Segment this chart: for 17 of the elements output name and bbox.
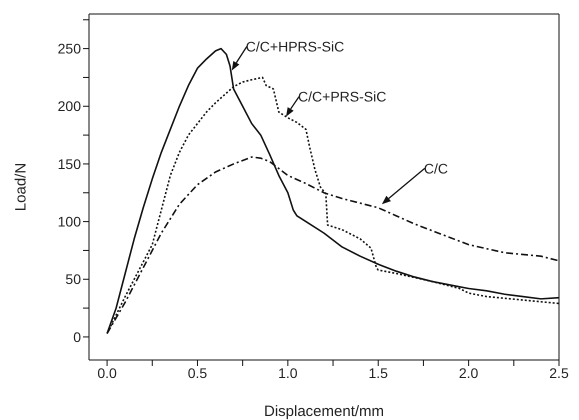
x-tick-label: 1.0 xyxy=(278,364,298,381)
annotation: C/C+PRS-SiC xyxy=(298,88,386,105)
annotation: C/C+HPRS-SiC xyxy=(246,38,344,55)
y-tick-label: 250 xyxy=(58,40,82,57)
x-tick-label: 2.0 xyxy=(458,364,479,381)
x-tick-label: 1.5 xyxy=(368,364,388,381)
y-tick-label: 0 xyxy=(73,328,82,345)
x-tick-label: 2.5 xyxy=(549,364,569,381)
x-tick-label: 0.5 xyxy=(188,364,208,381)
x-axis-title: Displacement/mm xyxy=(264,403,384,420)
y-tick-label: 200 xyxy=(58,98,82,114)
y-tick-label: 100 xyxy=(58,214,82,230)
y-tick-label: 150 xyxy=(58,156,82,172)
x-tick-label: 0.0 xyxy=(97,364,118,381)
y-tick-label: 50 xyxy=(65,271,82,288)
y-axis-title: Load/N xyxy=(12,162,30,212)
annotation: C/C xyxy=(424,160,448,176)
